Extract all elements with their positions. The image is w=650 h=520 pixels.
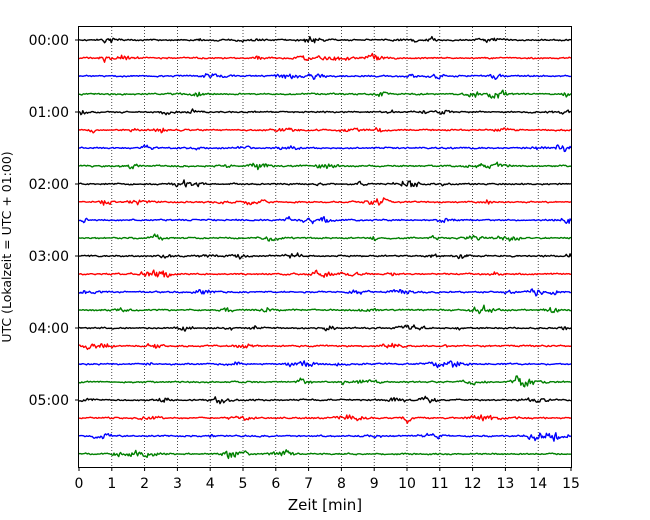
y-tick-label-4: 04:00 bbox=[29, 321, 69, 337]
trace-04-00 bbox=[78, 324, 572, 332]
trace-03-30 bbox=[78, 288, 572, 297]
x-tick-label-15: 15 bbox=[562, 476, 580, 492]
x-tick-label-0: 0 bbox=[75, 476, 84, 492]
y-axis-ticks: 00:00 01:00 02:00 03:00 04:00 05:00 bbox=[29, 33, 79, 409]
y-tick-label-0: 00:00 bbox=[29, 33, 69, 49]
x-tick-label-2: 2 bbox=[140, 476, 149, 492]
x-tick-label-12: 12 bbox=[464, 476, 482, 492]
trace-00-45 bbox=[78, 89, 572, 99]
x-axis-ticks: 0 1 2 3 4 5 6 7 8 9 10 11 12 13 14 15 bbox=[75, 467, 580, 492]
trace-01-00 bbox=[78, 108, 572, 116]
x-tick-label-5: 5 bbox=[239, 476, 248, 492]
trace-02-30 bbox=[78, 215, 572, 225]
x-tick-label-6: 6 bbox=[271, 476, 280, 492]
y-tick-label-5: 05:00 bbox=[29, 393, 69, 409]
trace-01-30 bbox=[78, 144, 572, 153]
x-tick-label-1: 1 bbox=[107, 476, 116, 492]
trace-02-45 bbox=[78, 233, 572, 242]
trace-00-00 bbox=[78, 35, 572, 44]
y-tick-label-3: 03:00 bbox=[29, 249, 69, 265]
trace-01-15 bbox=[78, 127, 572, 134]
trace-05-00 bbox=[78, 395, 572, 405]
plot-frame bbox=[78, 26, 572, 468]
trace-02-15 bbox=[78, 197, 572, 206]
x-tick-label-14: 14 bbox=[529, 476, 547, 492]
trace-04-15 bbox=[78, 342, 572, 351]
x-tick-label-13: 13 bbox=[496, 476, 514, 492]
trace-01-45 bbox=[78, 161, 572, 171]
x-tick-label-4: 4 bbox=[206, 476, 215, 492]
x-tick-label-11: 11 bbox=[431, 476, 449, 492]
trace-05-45 bbox=[78, 449, 572, 460]
trace-04-30 bbox=[78, 360, 572, 369]
trace-05-15 bbox=[78, 414, 572, 424]
trace-04-45 bbox=[78, 375, 572, 388]
x-axis-label: Zeit [min] bbox=[288, 496, 362, 514]
x-tick-label-10: 10 bbox=[398, 476, 416, 492]
y-axis-label: UTC (Lokalzeit = UTC + 01:00) bbox=[0, 151, 14, 342]
trace-05-30 bbox=[78, 432, 572, 442]
x-tick-label-7: 7 bbox=[304, 476, 313, 492]
y-tick-label-2: 02:00 bbox=[29, 177, 69, 193]
trace-00-15 bbox=[78, 52, 572, 63]
y-tick-label-1: 01:00 bbox=[29, 105, 69, 121]
x-tick-label-9: 9 bbox=[370, 476, 379, 492]
x-tick-label-3: 3 bbox=[173, 476, 182, 492]
grid-lines bbox=[111, 27, 539, 467]
trace-00-30 bbox=[78, 73, 572, 80]
trace-lines bbox=[78, 35, 572, 460]
trace-02-00 bbox=[78, 179, 572, 188]
x-tick-label-8: 8 bbox=[337, 476, 346, 492]
trace-03-00 bbox=[78, 252, 572, 260]
trace-03-15 bbox=[78, 269, 572, 279]
trace-03-45 bbox=[78, 304, 572, 315]
